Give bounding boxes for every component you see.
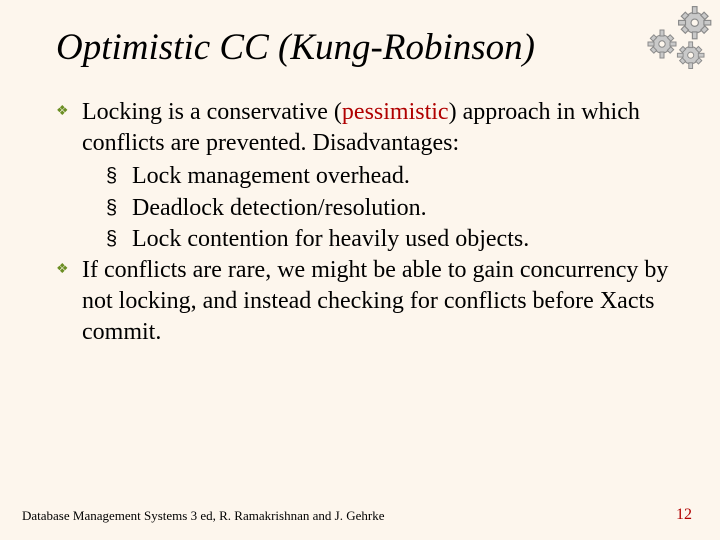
slide-title: Optimistic CC (Kung-Robinson) (56, 26, 680, 69)
diamond-bullet-icon: ❖ (56, 103, 69, 121)
slide: Optimistic CC (Kung-Robinson) ❖ Locking i… (0, 0, 720, 540)
gears-decoration (628, 2, 718, 78)
bullet-text: Locking is a conservative (pessimistic) … (82, 99, 640, 156)
bullet-level-2: § Lock contention for heavily used object… (96, 224, 680, 255)
section-bullet-icon: § (106, 163, 117, 189)
section-bullet-icon: § (106, 195, 117, 221)
diamond-bullet-icon: ❖ (56, 261, 69, 279)
bullet-text: Lock contention for heavily used objects… (132, 226, 529, 252)
bullet-level-2: § Lock management overhead. (96, 161, 680, 192)
bullet-level-2: § Deadlock detection/resolution. (96, 193, 680, 224)
page-number: 12 (676, 506, 692, 524)
section-bullet-icon: § (106, 226, 117, 252)
footer-text: Database Management Systems 3 ed, R. Ram… (22, 508, 384, 524)
bullet-text: Lock management overhead. (132, 163, 410, 189)
bullet-level-1: ❖ Locking is a conservative (pessimistic)… (56, 97, 680, 159)
bullet-text: Deadlock detection/resolution. (132, 195, 427, 221)
bullet-level-1: ❖ If conflicts are rare, we might be able… (56, 255, 680, 349)
slide-body: ❖ Locking is a conservative (pessimistic)… (56, 97, 680, 349)
bullet-text: If conflicts are rare, we might be able … (82, 257, 668, 345)
